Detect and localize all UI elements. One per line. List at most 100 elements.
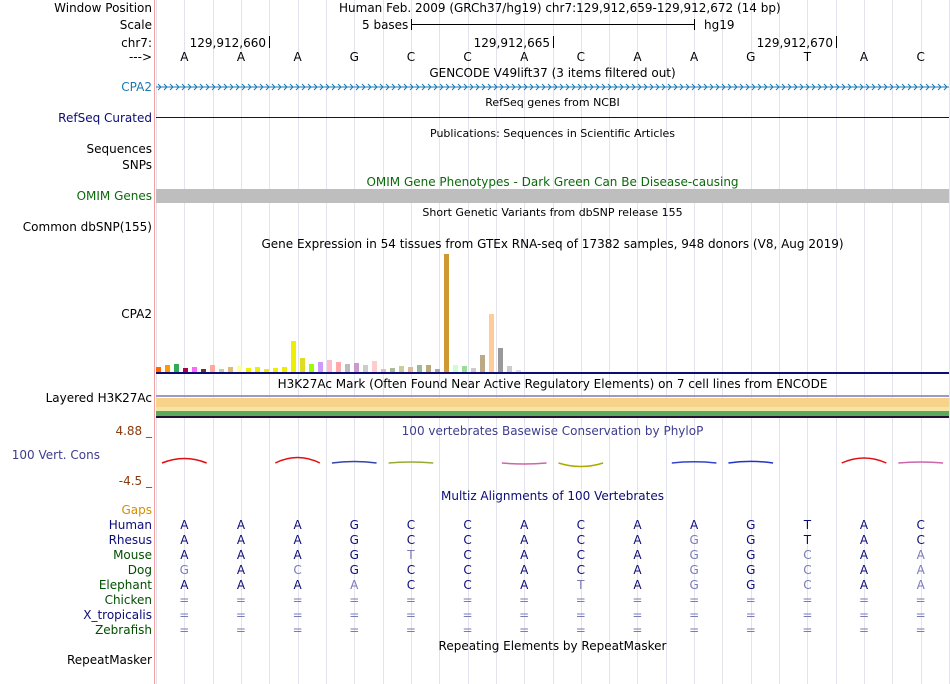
gtex-tissue-bar[interactable] <box>282 367 287 373</box>
gtex-tissue-bar[interactable] <box>345 364 350 373</box>
gtex-tissue-bar[interactable] <box>480 355 485 373</box>
gtex-tissue-bar[interactable] <box>174 364 179 373</box>
gtex-tissue-bar[interactable] <box>165 365 170 373</box>
gtex-tissue-bar[interactable] <box>183 368 188 373</box>
gencode-gene-feature[interactable] <box>156 80 949 94</box>
gtex-tissue-bar[interactable] <box>462 366 467 373</box>
gtex-tissue-bar[interactable] <box>453 365 458 373</box>
multiz-species-label[interactable]: Elephant <box>98 578 152 592</box>
omim-track-label[interactable]: OMIM Genes <box>76 189 152 203</box>
multiz-track-header: Multiz Alignments of 100 Vertebrates <box>440 489 665 503</box>
dbsnp-track-label[interactable]: Common dbSNP(155) <box>22 220 152 234</box>
gtex-track-label[interactable]: CPA2 <box>121 307 152 321</box>
refseq-track-label[interactable]: RefSeq Curated <box>58 111 152 125</box>
strand-arrow <box>367 83 372 91</box>
h3k27ac-layer-band <box>156 398 949 407</box>
gtex-tissue-bar[interactable] <box>228 367 233 373</box>
gtex-tissue-bar[interactable] <box>444 254 449 373</box>
gtex-tissue-bar[interactable] <box>417 365 422 373</box>
gtex-tissue-bar[interactable] <box>363 365 368 373</box>
sequences-track-label[interactable]: Sequences <box>86 142 152 156</box>
h3k27ac-signal[interactable] <box>156 395 949 422</box>
gtex-tissue-bar[interactable] <box>372 361 377 373</box>
strand-arrow <box>319 83 324 91</box>
multiz-species-label[interactable]: Dog <box>127 563 152 577</box>
multiz-species-label[interactable]: Chicken <box>104 593 152 607</box>
repeatmasker-track-label[interactable]: RepeatMasker <box>66 653 152 667</box>
multiz-base: = <box>519 608 530 622</box>
phylop-track-header: 100 vertebrates Basewise Conservation by… <box>401 424 704 438</box>
multiz-base: C <box>406 518 416 532</box>
strand-arrow <box>499 83 504 91</box>
gtex-tissue-bar[interactable] <box>291 341 296 373</box>
scale-bases-text: 5 bases <box>362 18 409 32</box>
snps-track-label[interactable]: SNPs <box>122 158 152 172</box>
gtex-tissue-bar[interactable] <box>156 367 161 373</box>
gtex-tissue-bar[interactable] <box>309 364 314 373</box>
multiz-base: A <box>689 518 699 532</box>
gtex-tissue-bar[interactable] <box>426 365 431 373</box>
gtex-tissue-bar[interactable] <box>219 369 224 373</box>
gtex-tissue-bar[interactable] <box>336 362 341 373</box>
multiz-species-label[interactable]: Human <box>108 518 152 532</box>
gtex-tissue-bar[interactable] <box>237 366 242 373</box>
strand-arrow <box>385 83 390 91</box>
strand-arrow <box>223 83 228 91</box>
gtex-tissue-bar[interactable] <box>390 368 395 373</box>
gtex-tissue-bar[interactable] <box>264 369 269 373</box>
h3k27ac-track-label[interactable]: Layered H3K27Ac <box>45 391 152 405</box>
gtex-tissue-bar[interactable] <box>507 366 512 373</box>
gtex-track-header: Gene Expression in 54 tissues from GTEx … <box>261 237 844 251</box>
gtex-tissue-bar[interactable] <box>192 367 197 373</box>
gtex-tissue-bar[interactable] <box>255 367 260 373</box>
multiz-species-label[interactable]: Rhesus <box>108 533 152 547</box>
refseq-gene-feature[interactable] <box>156 117 949 118</box>
gtex-tissue-bar[interactable] <box>471 368 476 373</box>
multiz-base: A <box>859 518 869 532</box>
multiz-base: T <box>407 548 415 562</box>
multiz-species-label[interactable]: Zebrafish <box>95 623 152 637</box>
gtex-tissue-bar[interactable] <box>399 366 404 373</box>
gaps-label[interactable]: Gaps <box>121 503 152 517</box>
strand-arrow <box>685 83 690 91</box>
gtex-tissue-bar[interactable] <box>516 370 521 373</box>
strand-arrow-label: ---> <box>128 50 152 64</box>
multiz-species-label[interactable]: X_tropicalis <box>83 608 152 622</box>
gtex-tissue-bar[interactable] <box>327 360 332 373</box>
gencode-track-label[interactable]: CPA2 <box>121 80 152 94</box>
gtex-tissue-bar[interactable] <box>246 368 251 373</box>
gtex-tissue-bar[interactable] <box>273 368 278 373</box>
conservation-track-label[interactable]: 100 Vert. Cons <box>11 448 100 462</box>
multiz-base: T <box>577 578 585 592</box>
ruler-tick-mark <box>269 36 270 48</box>
multiz-base: C <box>463 518 472 532</box>
multiz-base: A <box>633 548 642 562</box>
strand-arrow <box>775 83 780 91</box>
omim-phenotype-bar[interactable] <box>156 189 949 203</box>
strand-arrow <box>673 83 678 91</box>
gtex-tissue-bar[interactable] <box>354 363 359 373</box>
gtex-expression-chart[interactable] <box>156 251 949 373</box>
gtex-tissue-bar[interactable] <box>408 367 413 373</box>
multiz-species-label[interactable]: Mouse <box>113 548 152 562</box>
strand-arrow <box>625 83 630 91</box>
gtex-tissue-bar[interactable] <box>201 369 206 373</box>
phylop-score-mark <box>671 461 717 464</box>
multiz-base: = <box>745 593 756 607</box>
gtex-tissue-bar[interactable] <box>498 348 503 373</box>
gtex-tissue-bar[interactable] <box>435 369 440 373</box>
multiz-base: = <box>405 623 416 637</box>
gtex-tissue-bar[interactable] <box>210 365 215 373</box>
phylop-conservation-plot[interactable] <box>156 440 949 486</box>
gtex-tissue-bar[interactable] <box>489 314 494 373</box>
gtex-tissue-bar[interactable] <box>381 369 386 373</box>
h3k27ac-layer-green <box>156 411 949 416</box>
multiz-base: A <box>520 518 529 532</box>
strand-arrow <box>655 83 660 91</box>
multiz-base: C <box>293 563 302 577</box>
multiz-base: = <box>745 623 756 637</box>
multiz-base: A <box>859 563 869 577</box>
gtex-tissue-bar[interactable] <box>300 358 305 373</box>
gtex-tissue-bar[interactable] <box>318 362 323 373</box>
